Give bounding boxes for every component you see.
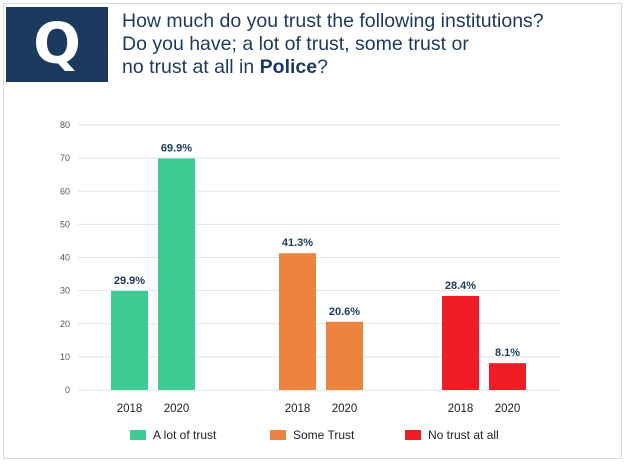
bar	[158, 158, 195, 390]
data-label: 28.4%	[445, 280, 476, 292]
legend: A lot of trust Some Trust No trust at all	[130, 428, 535, 442]
legend-swatch	[130, 430, 146, 440]
question-line-2: Do you have; a lot of trust, some trust …	[122, 33, 469, 55]
y-tick-label: 60	[60, 186, 70, 196]
y-tick-label: 30	[60, 286, 70, 296]
question-line-3-suffix: ?	[317, 56, 328, 78]
question-badge: Q	[6, 7, 108, 82]
legend-swatch	[405, 430, 421, 440]
question-line-3: no trust at all in Police?	[122, 56, 612, 79]
question-line-1: How much do you trust the following inst…	[122, 10, 544, 32]
y-tick-label: 70	[60, 153, 70, 163]
legend-item: Some Trust	[270, 428, 405, 442]
legend-item: A lot of trust	[130, 428, 270, 442]
legend-item: No trust at all	[405, 428, 535, 442]
legend-label: Some Trust	[293, 428, 355, 442]
legend-label: A lot of trust	[153, 428, 217, 442]
legend-swatch	[270, 430, 286, 440]
bar	[279, 253, 316, 390]
x-tick-label: 2020	[164, 403, 190, 415]
y-tick-label: 20	[60, 319, 70, 329]
data-label: 69.9%	[161, 142, 192, 154]
question-line-3-prefix: no trust at all in	[122, 56, 260, 78]
data-label: 41.3%	[282, 237, 313, 249]
y-tick-label: 10	[60, 352, 70, 362]
data-label: 29.9%	[114, 275, 145, 287]
x-tick-label: 2018	[448, 403, 474, 415]
x-tick-label: 2018	[285, 403, 311, 415]
question-text: How much do you trust the following inst…	[122, 10, 612, 79]
bar	[489, 363, 526, 390]
y-tick-label: 80	[60, 120, 70, 130]
bar	[326, 321, 363, 390]
y-tick-label: 40	[60, 253, 70, 263]
y-tick-label: 50	[60, 219, 70, 229]
bar	[442, 295, 479, 390]
data-label: 8.1%	[495, 347, 520, 359]
legend-label: No trust at all	[428, 428, 499, 442]
y-tick-label: 0	[65, 385, 70, 395]
data-label: 20.6%	[329, 306, 360, 318]
x-tick-label: 2020	[332, 403, 358, 415]
x-tick-label: 2020	[495, 403, 521, 415]
q-letter: Q	[33, 11, 81, 77]
bar	[111, 290, 148, 390]
x-tick-label: 2018	[117, 403, 143, 415]
question-line-3-bold: Police	[259, 56, 318, 78]
